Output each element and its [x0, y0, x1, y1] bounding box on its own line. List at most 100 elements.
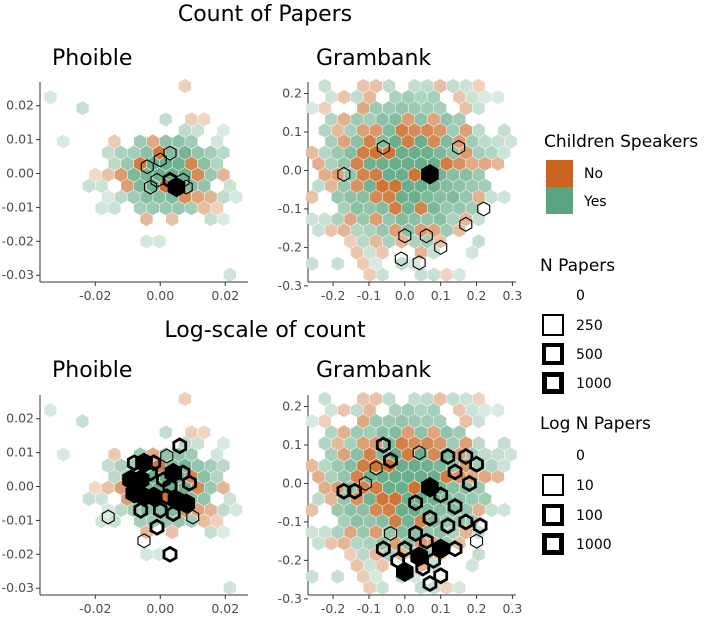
- hex-cell: [382, 101, 396, 116]
- hex-cell: [408, 167, 421, 182]
- hex-cell: [230, 189, 243, 205]
- legend-swatch-no: [546, 160, 573, 187]
- hex-cell: [344, 145, 357, 160]
- hex-cell: [318, 78, 331, 94]
- hex-cell-outlined: [172, 437, 188, 455]
- hex-cell: [369, 502, 383, 518]
- hex-cell: [337, 201, 351, 216]
- hex-cell: [331, 189, 344, 205]
- hex-cell: [446, 78, 460, 94]
- hex-cell: [485, 458, 498, 473]
- hex-cell: [178, 123, 192, 138]
- hex-cell: [402, 156, 415, 171]
- hex-cell: [344, 123, 357, 138]
- hex-cell: [402, 469, 415, 484]
- hex-cell: [146, 201, 160, 216]
- hex-cell: [363, 447, 376, 462]
- hex-cell-outlined: [462, 474, 477, 493]
- hex-cell: [204, 145, 217, 160]
- hex-cell-outlined: [160, 448, 174, 464]
- hex-cell: [114, 167, 128, 182]
- x-tick-label: 0.3: [502, 288, 522, 303]
- hex-cell: [198, 514, 211, 529]
- hex-cell: [395, 145, 408, 160]
- hex-cell: [491, 469, 504, 484]
- hex-cell: [478, 491, 492, 506]
- hex-cell: [382, 189, 396, 205]
- hex-cell: [305, 414, 319, 429]
- hex-cell: [350, 403, 363, 418]
- hex-cell: [453, 90, 466, 105]
- hex-cell: [427, 447, 440, 462]
- hex-cell: [363, 112, 376, 127]
- hex-cell: [217, 123, 230, 138]
- hex-cell: [472, 145, 485, 160]
- hex-cell: [472, 167, 485, 182]
- hex-cell: [331, 525, 344, 540]
- hex-cell: [191, 458, 204, 473]
- hex-cell: [376, 425, 389, 440]
- hex-cell: [76, 414, 89, 429]
- hex-cell: [357, 234, 370, 249]
- hex-cell: [408, 414, 421, 429]
- panel-title-grambank-count: Grambank: [316, 46, 432, 71]
- hex-cell: [389, 514, 402, 529]
- hex-cell: [191, 167, 204, 182]
- hex-cell: [185, 112, 198, 127]
- hex-cell: [191, 145, 204, 160]
- hex-cell: [204, 189, 217, 205]
- hex-cell: [363, 558, 376, 573]
- hex-cell: [95, 201, 108, 216]
- hex-cell: [395, 189, 408, 205]
- hex-cell: [369, 167, 383, 182]
- hex-cell: [318, 101, 331, 116]
- hex-cell: [434, 189, 447, 205]
- hex-cell: [337, 178, 351, 193]
- hex-cell: [363, 245, 376, 260]
- x-tick-label: -0.2: [321, 288, 345, 303]
- hex-cell: [153, 145, 166, 160]
- hex-cell: [350, 536, 363, 551]
- hex-cell: [498, 436, 511, 451]
- y-tick-label: -0.1: [278, 514, 302, 529]
- y-tick-label: 0.0: [282, 475, 302, 490]
- hex-cell: [198, 491, 211, 506]
- hex-cell: [344, 436, 357, 451]
- hex-cell: [446, 123, 460, 138]
- hex-cell-outlined: [426, 551, 441, 569]
- hex-cell: [459, 78, 472, 94]
- panel-title-phoible-count: Phoible: [52, 46, 133, 71]
- x-tick-label: 0.0: [395, 288, 415, 303]
- hex-cell: [382, 480, 396, 495]
- hex-cell: [337, 536, 351, 551]
- hex-cell: [402, 178, 415, 193]
- hex-cell-outlined: [137, 533, 151, 549]
- hex-cell: [376, 580, 389, 595]
- hex-cell: [146, 134, 160, 149]
- hex-cell: [440, 112, 453, 127]
- hex-cell: [472, 547, 485, 562]
- hex-cell: [210, 469, 224, 484]
- hex-cell: [395, 414, 408, 429]
- hex-cell: [446, 436, 460, 451]
- hex-cell: [178, 78, 192, 94]
- hex-cell: [325, 447, 338, 462]
- legend-lognpapers-box-100: [542, 504, 564, 526]
- hex-cell: [491, 403, 504, 418]
- hex-cell: [305, 458, 319, 473]
- hex-cell: [434, 78, 447, 94]
- hex-cell: [421, 78, 434, 94]
- hex-cell: [363, 156, 376, 171]
- hex-cell: [185, 201, 198, 216]
- hex-cell: [363, 178, 376, 193]
- top-section-title: Count of Papers: [177, 2, 353, 27]
- x-tick-label: -0.2: [321, 601, 345, 616]
- hex-cell-outlined: [397, 540, 413, 558]
- hex-cell: [434, 212, 447, 227]
- hex-cell: [427, 267, 440, 282]
- hex-cell: [402, 112, 415, 127]
- hex-cell: [491, 447, 504, 462]
- hex-cell: [485, 502, 498, 518]
- x-tick-label: 0.00: [146, 601, 174, 616]
- hex-cell: [414, 178, 428, 193]
